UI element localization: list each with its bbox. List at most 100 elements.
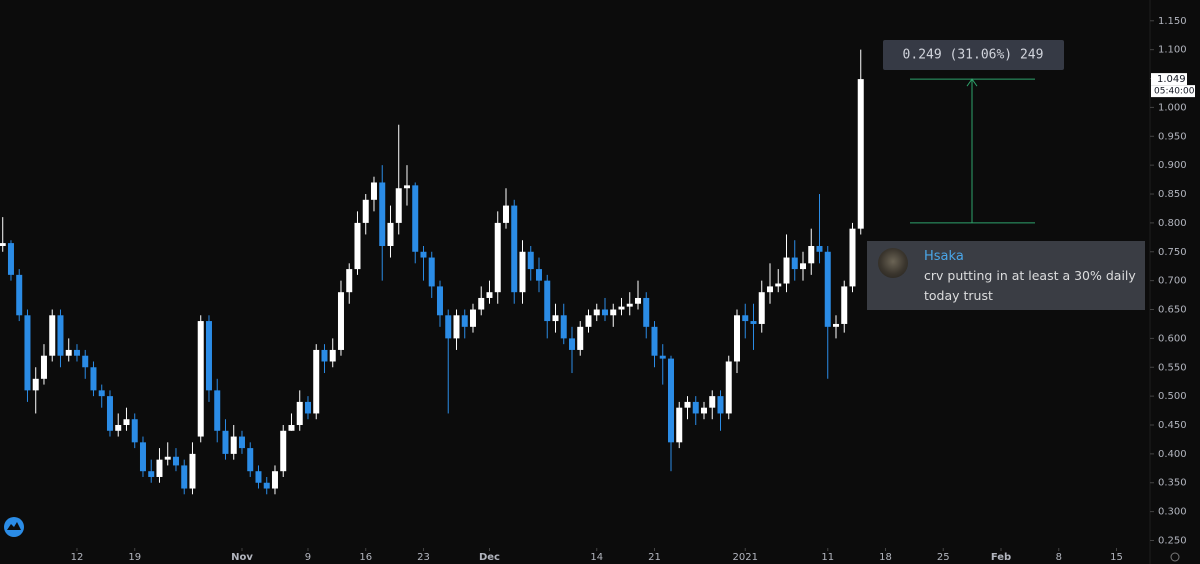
candle-body xyxy=(857,79,864,229)
candle-body xyxy=(98,390,105,397)
x-tick-label: Feb xyxy=(991,552,1011,563)
y-tick-label: 1.000 xyxy=(1158,102,1187,113)
x-tick-label: 25 xyxy=(937,552,950,563)
candle-body xyxy=(0,243,6,246)
candle-body xyxy=(634,297,641,304)
candle-body xyxy=(511,205,518,293)
candle-body xyxy=(329,349,336,362)
candle-body xyxy=(601,309,608,316)
x-tick-label: 14 xyxy=(590,552,603,563)
candle-body xyxy=(214,390,221,431)
candle-body xyxy=(692,401,699,414)
candle-body xyxy=(304,401,311,414)
candle-body xyxy=(610,309,617,316)
candle-body xyxy=(131,419,138,443)
candle-body xyxy=(230,436,237,454)
candle-body xyxy=(824,251,831,327)
candle-body xyxy=(651,326,658,356)
candle-body xyxy=(841,286,848,324)
candle-body xyxy=(766,286,773,293)
candle-body xyxy=(346,269,353,293)
candle-body xyxy=(49,315,56,356)
candle-body xyxy=(115,425,122,431)
candle-body xyxy=(321,349,328,362)
candle-body xyxy=(478,297,485,310)
candle-body xyxy=(412,185,419,252)
candle-body xyxy=(90,367,97,391)
candle-body xyxy=(849,228,856,287)
candle-body xyxy=(684,401,691,408)
candle-body xyxy=(296,401,303,426)
candle-body xyxy=(486,292,493,298)
candle-body xyxy=(222,430,229,454)
candle-body xyxy=(502,205,509,223)
x-tick-label: 15 xyxy=(1110,552,1123,563)
candle-body xyxy=(395,188,402,223)
candle-body xyxy=(725,361,732,414)
y-tick-label: 0.950 xyxy=(1158,131,1187,142)
candle-body xyxy=(519,251,526,293)
candle-body xyxy=(577,326,584,350)
y-tick-label: 0.400 xyxy=(1158,449,1187,460)
y-tick-label: 0.650 xyxy=(1158,305,1187,316)
candle-body xyxy=(7,243,14,275)
candle-body xyxy=(57,315,64,356)
measure-label: 0.249 (31.06%) 249 xyxy=(903,48,1044,63)
countdown-box xyxy=(1151,85,1195,98)
candle-body xyxy=(387,222,394,246)
candle-body xyxy=(527,251,534,270)
candle-body xyxy=(659,355,666,359)
candle-body xyxy=(799,263,806,270)
candle-body xyxy=(750,321,757,324)
candle-body xyxy=(205,321,212,391)
overlay: 0.249 (31.06%) 249 1.049 05:40:00 xyxy=(883,40,1195,224)
candle-body xyxy=(288,425,295,431)
countdown-label: 05:40:00 xyxy=(1154,87,1195,97)
candle-body xyxy=(791,257,798,270)
candle-body xyxy=(461,315,468,327)
y-tick-label: 0.850 xyxy=(1158,189,1187,200)
message-author: Hsaka xyxy=(924,249,964,264)
settings-icon[interactable] xyxy=(1170,552,1180,562)
y-tick-label: 0.900 xyxy=(1158,160,1187,171)
candle-body xyxy=(247,448,254,472)
candle-body xyxy=(428,257,435,287)
candle-body xyxy=(717,396,724,414)
candle-body xyxy=(181,465,188,489)
x-tick-label: 11 xyxy=(821,552,834,563)
candle-body xyxy=(370,182,377,200)
candle-body xyxy=(733,315,740,362)
candle-body xyxy=(618,306,625,310)
candle-body xyxy=(469,309,476,327)
x-tick-label: 9 xyxy=(305,552,311,563)
y-tick-label: 0.350 xyxy=(1158,478,1187,489)
candle-body xyxy=(172,456,179,466)
candle-body xyxy=(585,315,592,327)
candle-body xyxy=(445,315,452,339)
y-tick-label: 0.700 xyxy=(1158,276,1187,287)
candle-body xyxy=(643,297,650,327)
candle-body xyxy=(420,251,427,258)
y-tick-label: 0.550 xyxy=(1158,362,1187,373)
candle-body xyxy=(16,274,23,316)
candle-body xyxy=(156,459,163,477)
last-price-box xyxy=(1151,73,1187,86)
candle-body xyxy=(164,456,171,460)
chat-message: Hsaka crv putting in at least a 30% dail… xyxy=(867,241,1145,310)
candle-body xyxy=(148,471,155,477)
avatar xyxy=(878,248,908,278)
candle-body xyxy=(40,355,47,379)
candle-body xyxy=(139,442,146,472)
candle-body xyxy=(709,396,716,408)
candle-body xyxy=(123,419,130,426)
candle-body xyxy=(453,315,460,339)
candle-body xyxy=(783,257,790,284)
x-tick-label: Nov xyxy=(231,552,253,563)
candle-body xyxy=(560,315,567,339)
x-tick-label: 19 xyxy=(128,552,141,563)
candle-body xyxy=(593,309,600,316)
candle-body xyxy=(106,396,113,431)
candle-body xyxy=(271,471,278,489)
plot: 0.250 0.300 0.350 0.400 0.450 0.500 0.550 0.600… xyxy=(0,16,1187,563)
candle-body xyxy=(535,269,542,281)
